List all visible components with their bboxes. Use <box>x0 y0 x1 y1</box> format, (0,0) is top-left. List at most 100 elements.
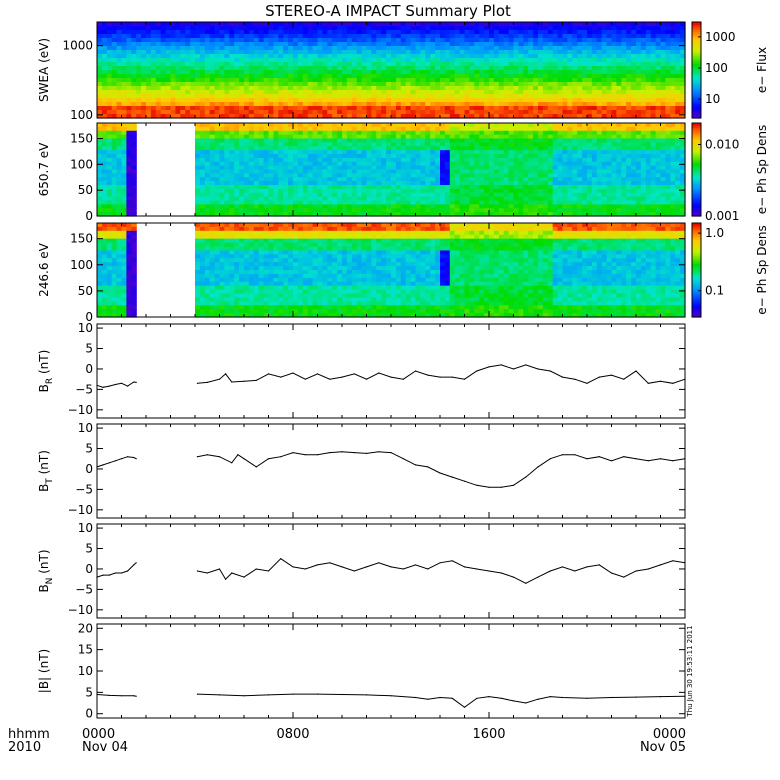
heatmap-cell <box>493 138 500 143</box>
heatmap-cell <box>489 114 495 119</box>
heatmap-cell <box>273 66 279 71</box>
heatmap-cell <box>430 161 436 167</box>
heatmap-cell <box>464 82 470 87</box>
heatmap-cell <box>297 46 304 51</box>
heatmap-cell <box>430 26 436 31</box>
heatmap-cell <box>337 188 343 194</box>
heatmap-cell <box>199 70 206 75</box>
heatmap-cell <box>155 106 162 111</box>
heatmap-cell <box>670 50 676 55</box>
heatmap-cell <box>391 86 397 91</box>
heatmap-cell <box>244 134 250 140</box>
heatmap-cell <box>190 22 196 27</box>
heatmap-cell <box>273 161 279 167</box>
heatmap-cell <box>97 181 103 186</box>
heatmap-cell <box>391 130 397 136</box>
heatmap-cell <box>538 34 544 39</box>
heatmap-cell <box>97 110 103 115</box>
heatmap-cell <box>204 46 211 51</box>
heatmap-cell <box>322 134 328 140</box>
heatmap-cell <box>435 26 441 31</box>
heatmap-cell <box>346 169 353 174</box>
heatmap-cell <box>675 66 681 71</box>
heatmap-cell <box>219 98 225 103</box>
heatmap-cell <box>204 110 211 115</box>
heatmap-cell <box>513 185 519 190</box>
heatmap-cell <box>381 22 387 27</box>
heatmap-cell <box>229 26 235 31</box>
heatmap-cell <box>268 130 274 136</box>
heatmap-cell <box>116 130 123 136</box>
heatmap-cell <box>645 90 652 95</box>
heatmap-cell <box>263 126 270 132</box>
heatmap-cell <box>454 181 461 186</box>
heatmap-cell <box>366 130 372 136</box>
heatmap-cell <box>420 196 426 202</box>
heatmap-cell <box>454 126 461 132</box>
heatmap-cell <box>440 94 446 99</box>
heatmap-cell <box>444 181 451 186</box>
heatmap-cell <box>435 30 441 35</box>
colorbar-swatch <box>692 58 701 61</box>
heatmap-cell <box>440 126 446 132</box>
heatmap-cell <box>131 106 137 111</box>
heatmap-cell <box>464 110 470 115</box>
heatmap-cell <box>420 82 426 87</box>
heatmap-cell <box>219 146 225 151</box>
heatmap-cell <box>219 70 225 75</box>
heatmap-cell <box>425 138 431 143</box>
heatmap-cell <box>302 212 309 217</box>
heatmap-cell <box>420 94 426 99</box>
colorbar-swatch <box>692 46 701 49</box>
heatmap-cell <box>229 185 235 190</box>
heatmap-cell <box>528 70 534 75</box>
heatmap-cell <box>484 22 490 27</box>
heatmap-cell <box>121 188 127 194</box>
heatmap-cell <box>415 157 421 163</box>
heatmap-cell <box>317 161 323 167</box>
heatmap-cell <box>234 38 240 43</box>
heatmap-cell <box>430 126 436 132</box>
heatmap-cell <box>239 126 245 132</box>
heatmap-cell <box>405 157 412 163</box>
heatmap-cell <box>518 165 524 171</box>
heatmap-cell <box>337 165 343 171</box>
heatmap-cell <box>528 62 534 67</box>
heatmap-cell <box>596 50 603 55</box>
heatmap-cell <box>307 181 314 186</box>
heatmap-cell <box>288 177 294 182</box>
heatmap-cell <box>342 134 348 140</box>
heatmap-cell <box>195 98 201 103</box>
heatmap-cell <box>454 169 461 174</box>
heatmap-cell <box>239 114 245 119</box>
heatmap-cell <box>195 165 201 171</box>
heatmap-cell <box>366 165 372 171</box>
heatmap-cell <box>361 90 368 95</box>
heatmap-cell <box>636 74 642 79</box>
heatmap-cell <box>234 212 240 217</box>
heatmap-cell <box>273 177 279 182</box>
heatmap-cell <box>239 130 245 136</box>
heatmap-cell <box>136 58 142 63</box>
heatmap-cell <box>513 34 519 39</box>
heatmap-cell <box>288 86 294 91</box>
heatmap-cell <box>606 102 613 107</box>
heatmap-cell <box>474 154 480 159</box>
heatmap-cell <box>655 26 662 31</box>
heatmap-cell <box>542 54 549 59</box>
heatmap-cell <box>160 66 167 71</box>
heatmap-cell <box>253 142 260 147</box>
heatmap-cell <box>430 22 436 27</box>
heatmap-cell <box>449 98 456 103</box>
heatmap-cell <box>361 154 368 159</box>
heatmap-cell <box>204 130 211 136</box>
heatmap-cell <box>582 22 588 27</box>
heatmap-cell <box>234 204 240 209</box>
heatmap-cell <box>101 130 108 136</box>
heatmap-cell <box>283 208 289 213</box>
heatmap-cell <box>606 70 613 75</box>
heatmap-cell <box>258 208 265 213</box>
heatmap-cell <box>435 94 441 99</box>
heatmap-cell <box>454 82 461 87</box>
heatmap-cell <box>552 74 559 79</box>
